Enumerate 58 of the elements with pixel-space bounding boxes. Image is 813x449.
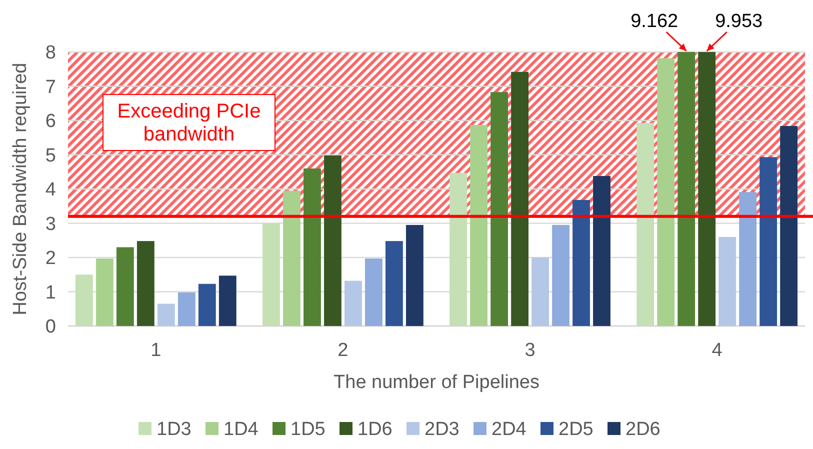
bar <box>262 223 280 326</box>
bar <box>552 224 570 326</box>
bar <box>218 276 236 326</box>
bar <box>572 200 590 326</box>
bar <box>739 192 757 326</box>
y-tick-label: 0 <box>45 316 56 338</box>
annotation: 9.162 <box>630 11 678 32</box>
bar <box>760 157 778 326</box>
x-tick-label: 1 <box>150 340 162 361</box>
bar <box>198 284 216 326</box>
bar <box>470 124 488 326</box>
y-tick-label: 4 <box>45 180 56 201</box>
legend-label: 1D4 <box>224 419 259 440</box>
y-tick-label: 2 <box>45 248 56 270</box>
bar <box>678 52 696 326</box>
legend-label: 2D6 <box>626 419 660 440</box>
bar <box>304 168 321 326</box>
bar <box>490 92 508 326</box>
legend-label: 1D6 <box>358 419 392 440</box>
bar <box>136 241 154 326</box>
bar <box>75 274 93 326</box>
bar <box>406 224 424 326</box>
bar <box>450 172 468 326</box>
y-tick-label: 8 <box>45 42 56 64</box>
bar <box>157 304 175 326</box>
bar <box>657 58 675 326</box>
legend-label: 1D5 <box>290 419 326 440</box>
bar <box>324 155 342 326</box>
legend-label: 1D3 <box>156 419 192 440</box>
bar <box>780 126 798 326</box>
y-tick-label: 3 <box>45 214 56 235</box>
bar <box>532 258 549 326</box>
annotation: 9.953 <box>715 11 763 32</box>
bar <box>96 258 114 326</box>
y-axis-title: Host-Side Bandwidth required <box>10 62 31 316</box>
legend-label: 2D4 <box>492 419 527 440</box>
y-tick-label: 7 <box>45 76 56 98</box>
bar <box>178 292 196 326</box>
y-tick-label: 6 <box>45 111 56 132</box>
bar <box>718 236 736 326</box>
bar <box>593 176 610 326</box>
x-tick-label: 2 <box>338 340 348 361</box>
bar <box>344 280 362 326</box>
legend-label: 2D5 <box>558 419 594 440</box>
bar <box>116 247 134 326</box>
bar <box>511 72 528 326</box>
band-label: Exceeding PCIe bandwidth <box>117 100 261 146</box>
x-axis-title: The number of Pipelines <box>334 372 540 393</box>
bar <box>385 241 403 326</box>
bar <box>698 52 716 326</box>
bar <box>283 190 300 326</box>
y-tick-label: 5 <box>45 145 56 166</box>
bar <box>365 258 382 326</box>
legend-label: 2D3 <box>424 419 460 440</box>
bar <box>636 122 654 326</box>
x-tick-label: 4 <box>712 340 723 361</box>
x-tick-label: 3 <box>524 340 536 361</box>
y-tick-label: 1 <box>45 282 56 304</box>
